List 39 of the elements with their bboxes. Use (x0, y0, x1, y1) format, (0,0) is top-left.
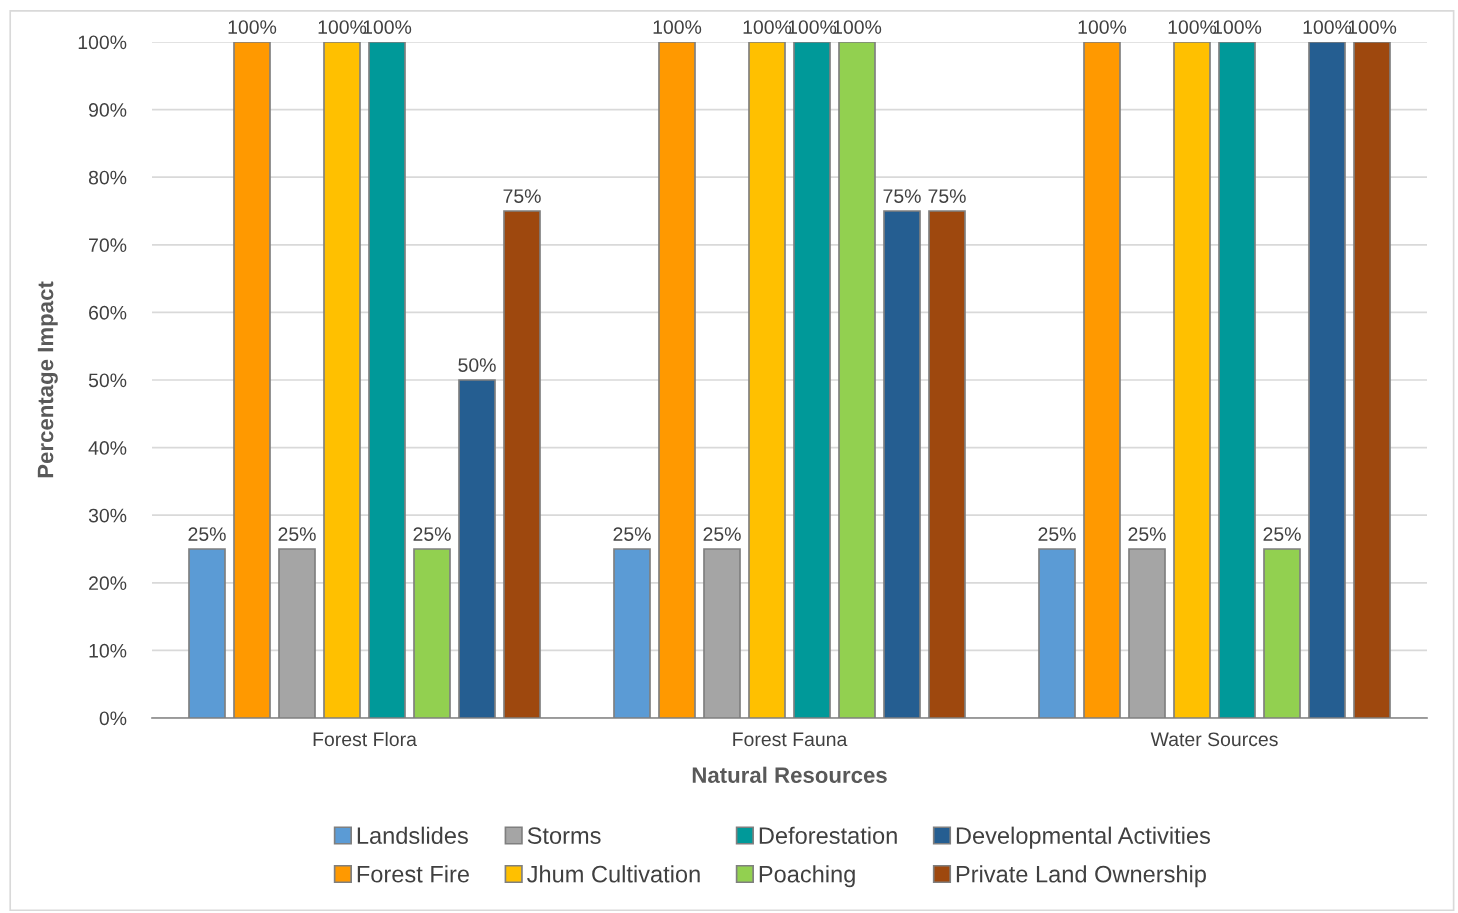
y-tick-label: 80% (88, 170, 127, 185)
y-tick-label: 60% (89, 305, 127, 320)
y-tick-label: 50% (88, 373, 127, 388)
legend-label: Developmental Activities (956, 826, 1211, 849)
legend-label: Poaching (759, 865, 855, 888)
data-label: 25% (1263, 527, 1301, 541)
data-label: 25% (703, 527, 741, 541)
data-label: 100% (228, 20, 277, 34)
y-tick-label: 70% (89, 238, 127, 253)
legend-label: Storms (527, 827, 601, 844)
y-tick-label: 40% (88, 441, 127, 455)
legend-label: Forest Fire (357, 865, 469, 883)
data-label: 50% (458, 358, 496, 372)
data-label: 25% (1038, 527, 1076, 541)
data-label: 25% (278, 527, 316, 541)
x-tick-label: Water Sources (1150, 732, 1278, 747)
y-tick-label: 90% (89, 103, 127, 117)
data-label: 75% (503, 189, 541, 203)
x-tick-label: Forest Flora (313, 731, 417, 747)
data-label: 25% (613, 527, 651, 541)
legend-label: Jhum Cultivation (527, 865, 700, 883)
data-label: 25% (1128, 527, 1166, 541)
legend-label: Deforestation (759, 826, 897, 844)
x-axis-title: Natural Resources (692, 766, 887, 783)
x-tick-label: Forest Fauna (733, 732, 848, 747)
data-label: 100% (653, 20, 702, 34)
y-axis-title: Percentage Impact (37, 281, 58, 478)
data-label: 75% (928, 189, 966, 203)
y-tick-label: 30% (88, 508, 127, 523)
y-tick-label: 20% (89, 576, 127, 591)
legend-label: Private Land Ownership (956, 865, 1206, 888)
data-label: 25% (188, 527, 226, 541)
legend-label: Landslides (357, 826, 468, 844)
y-tick-label: 100% (78, 35, 127, 50)
y-tick-label: 0% (99, 711, 127, 726)
data-label: 100% (1078, 20, 1127, 34)
data-label: 75% (883, 189, 921, 203)
y-tick-label: 10% (89, 643, 127, 658)
data-label: 25% (413, 527, 451, 541)
